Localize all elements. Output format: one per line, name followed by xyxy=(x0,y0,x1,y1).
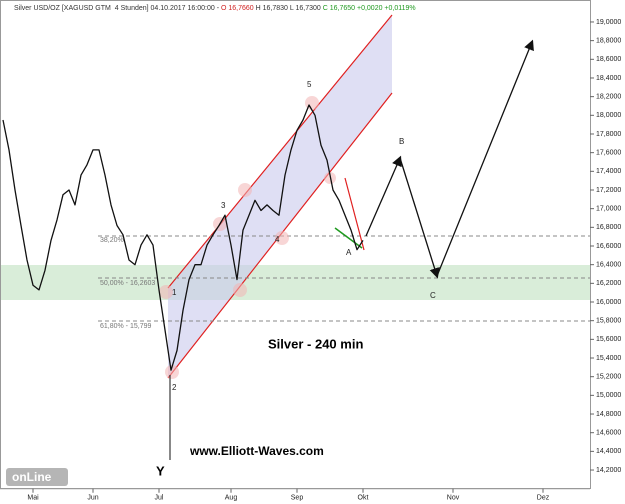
wave-label: B xyxy=(399,137,404,146)
fib-label: 50,00% - 16,2603 xyxy=(100,280,155,287)
x-tick-label: Jun xyxy=(87,495,98,502)
logo: onLine xyxy=(12,470,52,484)
x-tick-label: Mai xyxy=(27,495,39,502)
y-tick-label: 15,8000 xyxy=(596,318,621,325)
highlight xyxy=(159,285,173,299)
y-tick-label: 15,2000 xyxy=(596,374,621,381)
y-tick-label: 18,8000 xyxy=(596,37,621,44)
highlight xyxy=(165,365,179,379)
y-tick-label: 18,6000 xyxy=(596,56,621,63)
website: www.Elliott-Waves.com xyxy=(189,444,324,458)
y-tick-label: 16,4000 xyxy=(596,262,621,269)
fib-label: 61,80% - 15,799 xyxy=(100,323,151,330)
y-tick-label: 17,4000 xyxy=(596,168,621,175)
wave-line xyxy=(334,227,363,249)
forecast-arrow xyxy=(365,155,402,237)
channel-upper xyxy=(167,14,393,289)
wave-label: 5 xyxy=(307,80,312,89)
wave-label: 3 xyxy=(221,201,226,210)
x-tick-label: Sep xyxy=(291,495,304,502)
y-tick-label: 14,8000 xyxy=(596,411,621,418)
highlight xyxy=(305,96,319,110)
wave-label: 4 xyxy=(275,235,280,244)
channel-fill xyxy=(168,15,392,378)
y-tick-label: 16,0000 xyxy=(596,299,621,306)
x-tick-label: Dez xyxy=(537,495,550,502)
plot-frame xyxy=(0,0,591,489)
wave-label: C xyxy=(430,291,436,300)
y-tick-label: 15,0000 xyxy=(596,392,621,399)
logo-box xyxy=(6,468,68,486)
y-tick-label: 17,6000 xyxy=(596,149,621,156)
support-zone xyxy=(1,265,590,300)
y-tick-label: 18,2000 xyxy=(596,93,621,100)
forecast-arrow xyxy=(436,39,534,277)
forecast-arrow xyxy=(399,157,440,279)
y-tick-label: 15,6000 xyxy=(596,336,621,343)
x-tick-label: Nov xyxy=(447,495,460,502)
x-tick-label: Aug xyxy=(225,495,238,502)
chart-title: Silver - 240 min xyxy=(268,336,363,351)
x-tick-label: Jul xyxy=(155,495,164,502)
header: Silver USD/OZ [XAGUSD GTM 4 Stunden] 04.… xyxy=(14,5,416,12)
wave-label: 1 xyxy=(172,288,177,297)
y-tick-label: 16,6000 xyxy=(596,243,621,250)
y-tick-label: 15,4000 xyxy=(596,355,621,362)
highlights xyxy=(159,96,336,379)
x-tick-label: Okt xyxy=(358,495,369,502)
fib-label: 38,20% xyxy=(100,237,124,244)
y-tick-label: 17,8000 xyxy=(596,131,621,138)
y-tick-label: 18,0000 xyxy=(596,112,621,119)
y-tick-label: 19,0000 xyxy=(596,19,621,26)
highlight xyxy=(238,183,252,197)
wave-label: 2 xyxy=(172,383,177,392)
highlight xyxy=(233,283,247,297)
header-part: H 16,7830 L 16,7300 xyxy=(254,5,323,12)
y-tick-label: 16,2000 xyxy=(596,280,621,287)
y-tick-label: 17,0000 xyxy=(596,206,621,213)
wave-line xyxy=(344,177,365,251)
header-part: Silver USD/OZ [XAGUSD GTM 4 Stunden] 04.… xyxy=(14,5,221,12)
y-tick-label: 18,4000 xyxy=(596,75,621,82)
wave-label: Y xyxy=(156,463,165,478)
y-tick-label: 14,4000 xyxy=(596,448,621,455)
y-tick-label: 16,8000 xyxy=(596,224,621,231)
y-tick-label: 14,2000 xyxy=(596,467,621,474)
price-line xyxy=(2,104,364,371)
highlight xyxy=(275,231,289,245)
y-tick-label: 14,6000 xyxy=(596,430,621,437)
header-part: C 16,7650 +0,0020 +0,0119% xyxy=(323,5,416,12)
y-tick-label: 17,2000 xyxy=(596,187,621,194)
wave-label: A xyxy=(346,248,352,257)
header-part: O 16,7660 xyxy=(221,5,254,12)
